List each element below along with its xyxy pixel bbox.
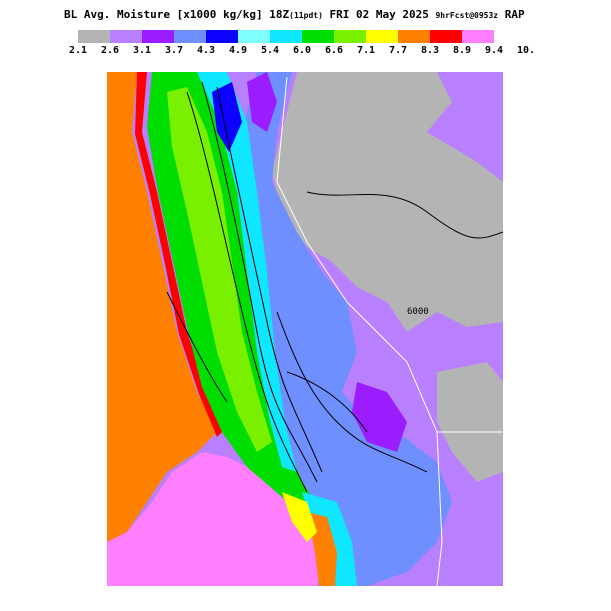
scale-swatch-8 — [334, 30, 366, 43]
scale-swatch-1 — [110, 30, 142, 43]
scale-tick: 3.7 — [164, 45, 184, 56]
title-date: FRI 02 May 2025 — [322, 8, 436, 21]
scale-tick: 7.1 — [356, 45, 376, 56]
scale-swatch-7 — [302, 30, 334, 43]
desert-yellow — [282, 492, 317, 542]
foothill-cyan — [197, 72, 297, 472]
state-borders — [276, 76, 503, 586]
scale-swatch-12 — [462, 30, 494, 43]
scale-tick: 8.3 — [420, 45, 440, 56]
scale-swatch-6 — [270, 30, 302, 43]
ocean-orange — [107, 72, 217, 542]
scale-tick: 2.6 — [100, 45, 120, 56]
title-issue: (11pdt) — [289, 11, 323, 20]
purple-pocket-b — [352, 382, 407, 452]
scale-swatch-5 — [238, 30, 270, 43]
title-main: BL Avg. Moisture [x1000 kg/kg] 18Z — [64, 8, 290, 21]
scale-tick: 4.9 — [228, 45, 248, 56]
scale-swatch-9 — [366, 30, 398, 43]
title-forecast: 9hrFcst@0953z — [435, 11, 499, 20]
scale-swatch-10 — [398, 30, 430, 43]
color-scale — [78, 30, 494, 43]
scale-swatch-0 — [78, 30, 110, 43]
contour-label: 6000 — [407, 307, 429, 317]
contour-lines — [166, 81, 503, 493]
scale-tick: 10. — [516, 45, 536, 56]
scale-tick: 7.7 — [388, 45, 408, 56]
valley-lightgreen — [167, 87, 272, 452]
scale-tick: 6.6 — [324, 45, 344, 56]
scale-tick: 2.1 — [68, 45, 88, 56]
color-scale-ticks: 2.1 2.6 3.1 3.7 4.3 4.9 5.4 6.0 6.6 7.1 7.7 8.3 8.9 9… — [0, 45, 611, 59]
map-title: BL Avg. Moisture [x1000 kg/kg] 18Z(11pdt… — [64, 8, 525, 21]
scale-swatch-2 — [142, 30, 174, 43]
scale-tick: 4.3 — [196, 45, 216, 56]
moisture-map: 6000 — [107, 72, 503, 586]
scale-swatch-4 — [206, 30, 238, 43]
ocean-pink — [107, 452, 322, 586]
dry-grey-region — [272, 72, 503, 332]
title-model: RAP — [498, 8, 525, 21]
scale-swatch-3 — [174, 30, 206, 43]
dry-grey-southeast — [437, 362, 503, 482]
scale-tick: 3.1 — [132, 45, 152, 56]
scale-tick: 8.9 — [452, 45, 472, 56]
scale-tick: 6.0 — [292, 45, 312, 56]
scale-swatch-11 — [430, 30, 462, 43]
scale-tick: 9.4 — [484, 45, 504, 56]
purple-pocket-a — [247, 72, 277, 132]
scale-tick: 5.4 — [260, 45, 280, 56]
